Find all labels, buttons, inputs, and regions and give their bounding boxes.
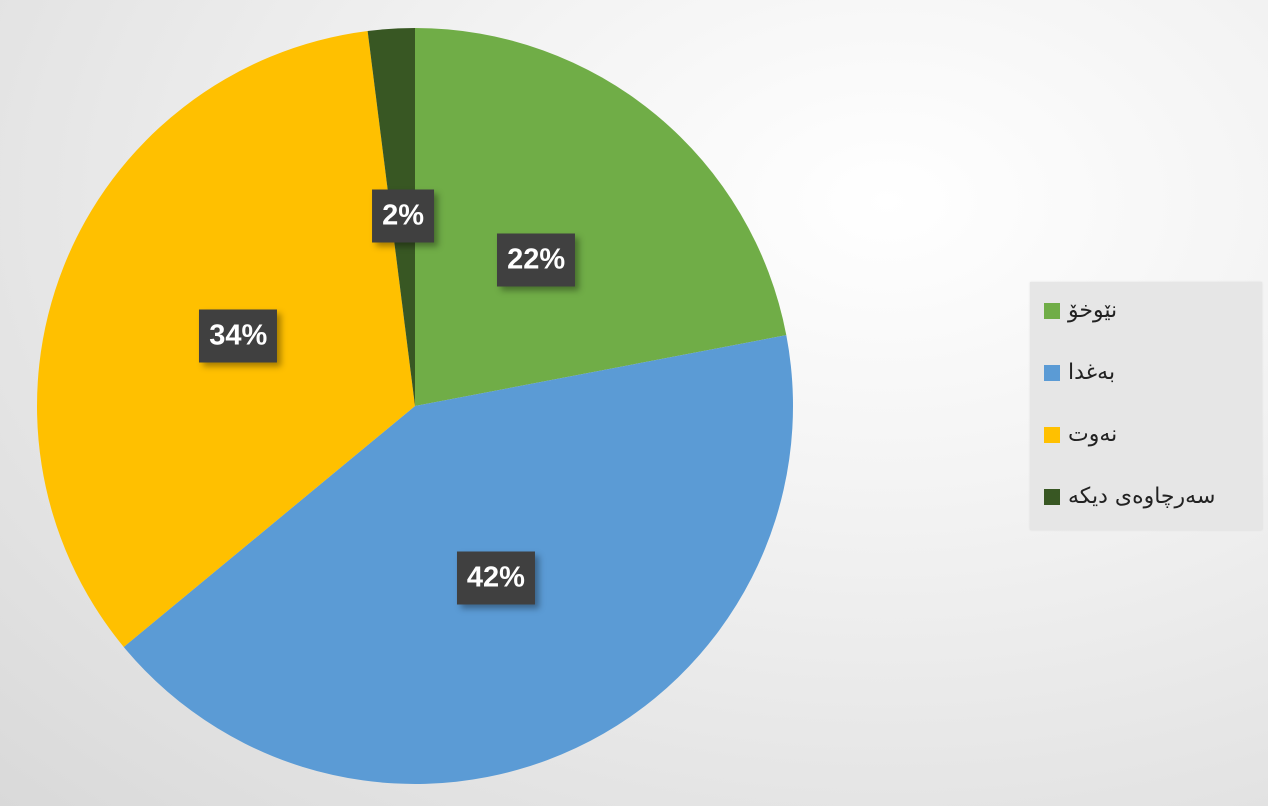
- legend-label: سەرچاوەی دیکە: [1068, 484, 1216, 509]
- pie-slice-1: [415, 28, 787, 406]
- legend-swatch: [1044, 426, 1060, 443]
- data-label: 42%: [456, 551, 535, 605]
- data-label: 2%: [372, 189, 435, 243]
- legend: نێوخۆ بەغدا نەوت سەرچاوەی دیکە: [1030, 282, 1262, 530]
- legend-item: نێوخۆ: [1044, 298, 1117, 323]
- legend-label: نەوت: [1068, 422, 1118, 447]
- legend-swatch: [1044, 488, 1060, 505]
- legend-item: نەوت: [1044, 422, 1117, 447]
- legend-label: نێوخۆ: [1068, 298, 1118, 323]
- data-label: 22%: [497, 233, 576, 287]
- legend-item: بەغدا: [1044, 360, 1115, 385]
- legend-label: بەغدا: [1068, 360, 1116, 385]
- legend-swatch: [1044, 302, 1060, 319]
- data-label: 34%: [199, 309, 278, 363]
- legend-item: سەرچاوەی دیکە: [1044, 484, 1215, 509]
- legend-swatch: [1044, 364, 1060, 381]
